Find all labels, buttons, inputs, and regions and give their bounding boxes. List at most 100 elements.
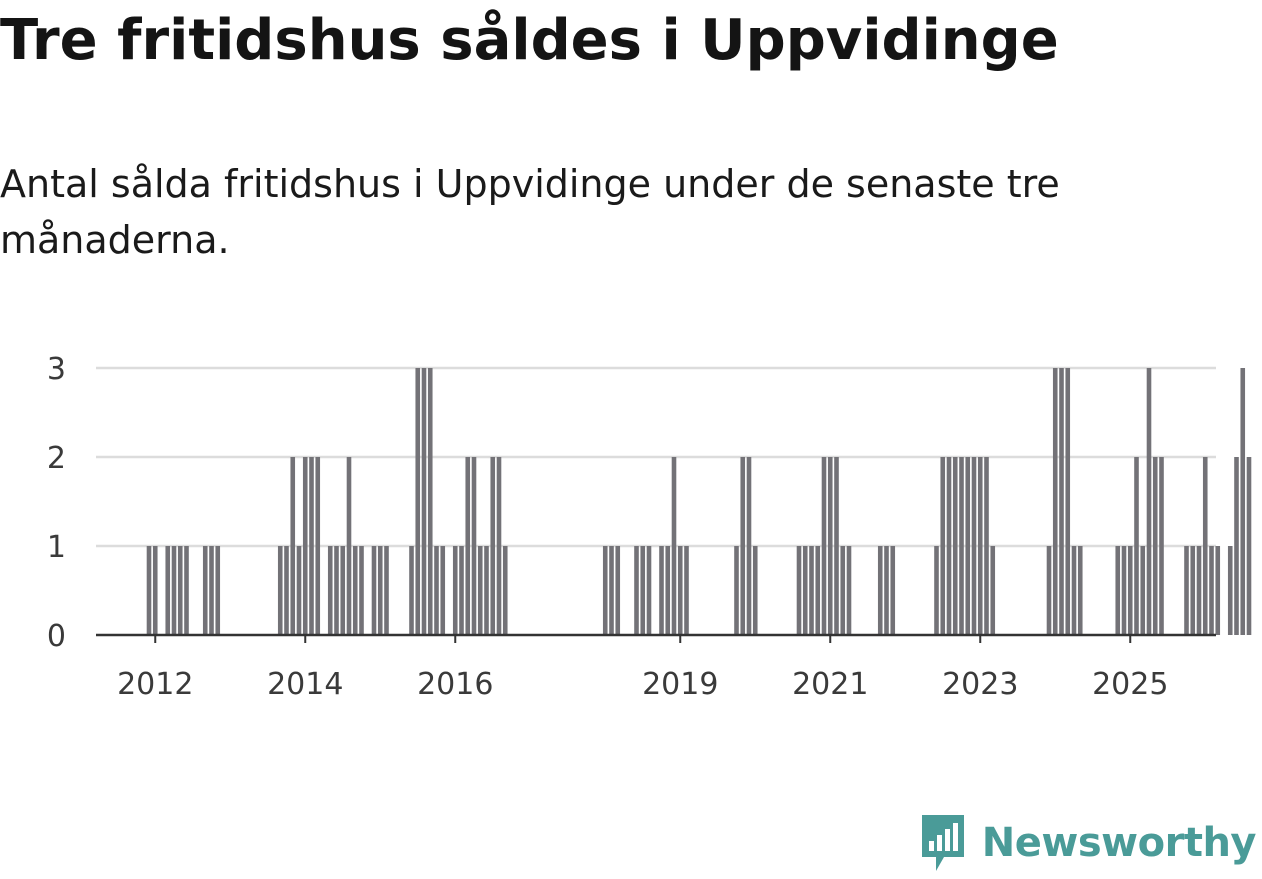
bar [665,546,671,635]
bar [490,457,496,635]
y-tick-label-0: 0 [47,619,66,654]
bar [934,546,939,635]
bar [171,546,177,635]
bar [752,546,758,635]
x-tick-label-2025: 2025 [1092,667,1168,702]
bar [1065,368,1071,635]
bar [671,457,677,635]
bar [827,457,833,635]
bar [146,546,152,635]
bar [977,457,983,635]
bar [959,457,964,635]
bar [459,546,464,635]
newsworthy-logo-text: Newsworthy [981,820,1257,866]
y-tick-label-2: 2 [47,441,66,476]
bar [1071,546,1077,635]
bar [1215,546,1221,635]
bar [421,368,427,635]
y-tick-label-1: 1 [47,530,66,565]
bar [834,457,839,635]
bar [415,368,421,635]
bar [1134,457,1139,635]
bar [1227,546,1233,635]
bar [646,546,652,635]
newsworthy-logo-icon [921,815,964,871]
bar [990,546,996,635]
bar [1127,546,1133,635]
bar [290,457,296,635]
bar [465,457,471,635]
bar [965,457,971,635]
x-tick-label-2012: 2012 [117,667,193,702]
bar [734,546,739,635]
bar [359,546,364,635]
x-tick-label-2023: 2023 [942,667,1018,702]
bar [184,546,189,635]
bar [1184,546,1189,635]
bar [615,546,621,635]
bar [746,457,752,635]
bar [427,368,433,635]
bar [327,546,333,635]
x-tick-label-2016: 2016 [417,667,493,702]
bar [877,546,883,635]
bar [334,546,339,635]
bar [677,546,683,635]
bar [802,546,808,635]
bar [1190,546,1196,635]
bar [609,546,614,635]
x-tick-label-2021: 2021 [792,667,868,702]
bar [371,546,377,635]
bar [1052,368,1058,635]
bar [177,546,183,635]
bar [602,546,608,635]
bar [890,546,896,635]
bar [496,457,502,635]
bar [202,546,208,635]
bar [215,546,221,635]
axes: 012332012201420162019202120232025 [47,352,1216,702]
bar [302,457,308,635]
bar [796,546,802,635]
bar [1159,457,1164,635]
y-tick-label-3: 3 [47,352,66,387]
bar [309,457,314,635]
bar [846,546,852,635]
bar [1234,457,1239,635]
bar [502,546,508,635]
bar [434,546,439,635]
bar [640,546,646,635]
bar-chart: 012332012201420162019202120232025 [47,352,1252,702]
bar [1121,546,1127,635]
bar [477,546,483,635]
bar [165,546,171,635]
bar [815,546,821,635]
bar [484,546,489,635]
bar [209,546,214,635]
bar [1246,457,1252,635]
bar [296,546,302,635]
bar [452,546,458,635]
bar [971,457,977,635]
chart-subtitle: Antal sålda fritidshus i Uppvidinge unde… [0,162,1060,262]
bar [409,546,414,635]
bar [440,546,446,635]
bar [940,457,946,635]
bar [471,457,477,635]
chart-title: Tre fritidshus såldes i Uppvidinge [0,8,1059,73]
bar [634,546,639,635]
bar [840,546,846,635]
bar [740,457,746,635]
bar [352,546,358,635]
bar [1046,546,1052,635]
bar [346,457,352,635]
bar [1059,368,1064,635]
bar [277,546,283,635]
bar [315,457,321,635]
bar [152,546,158,635]
bar [1202,457,1208,635]
bar [284,546,289,635]
bar [1140,546,1146,635]
bar [659,546,664,635]
bar [884,546,889,635]
